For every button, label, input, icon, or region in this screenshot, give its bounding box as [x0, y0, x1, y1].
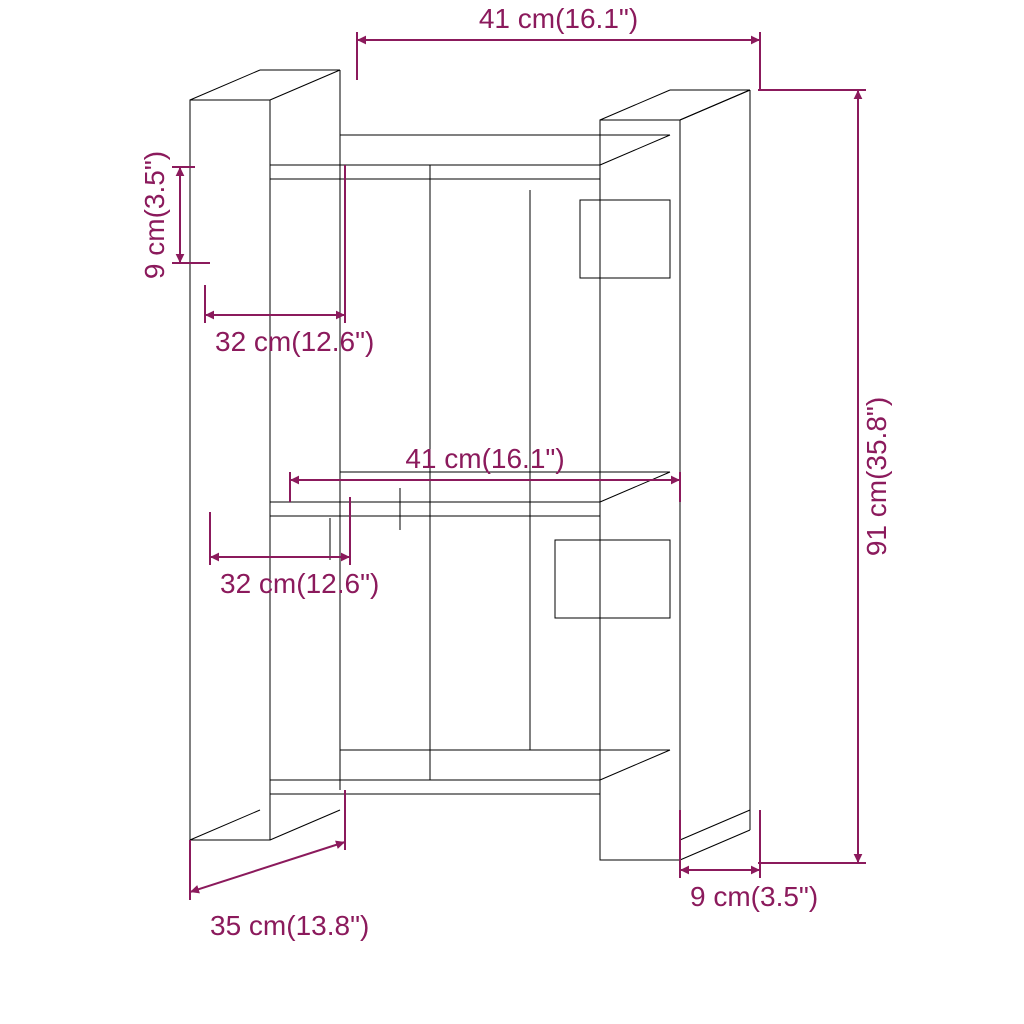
- dim-mid-width: 41 cm(16.1"): [405, 443, 564, 474]
- dim-full-height: 91 cm(35.8"): [861, 397, 892, 556]
- dim-top-panel-h: 9 cm(3.5"): [139, 151, 170, 279]
- dim-bottom-depth: 35 cm(13.8"): [210, 910, 369, 941]
- dim-bottom-panel-w: 9 cm(3.5"): [690, 881, 818, 912]
- dim-top-width: 41 cm(16.1"): [479, 3, 638, 34]
- dim-top-depth: 32 cm(12.6"): [215, 326, 374, 357]
- dimensions: 41 cm(16.1") 41 cm(16.1") 32 cm(12.6") 32 c…: [139, 3, 892, 941]
- dim-mid-depth: 32 cm(12.6"): [220, 568, 379, 599]
